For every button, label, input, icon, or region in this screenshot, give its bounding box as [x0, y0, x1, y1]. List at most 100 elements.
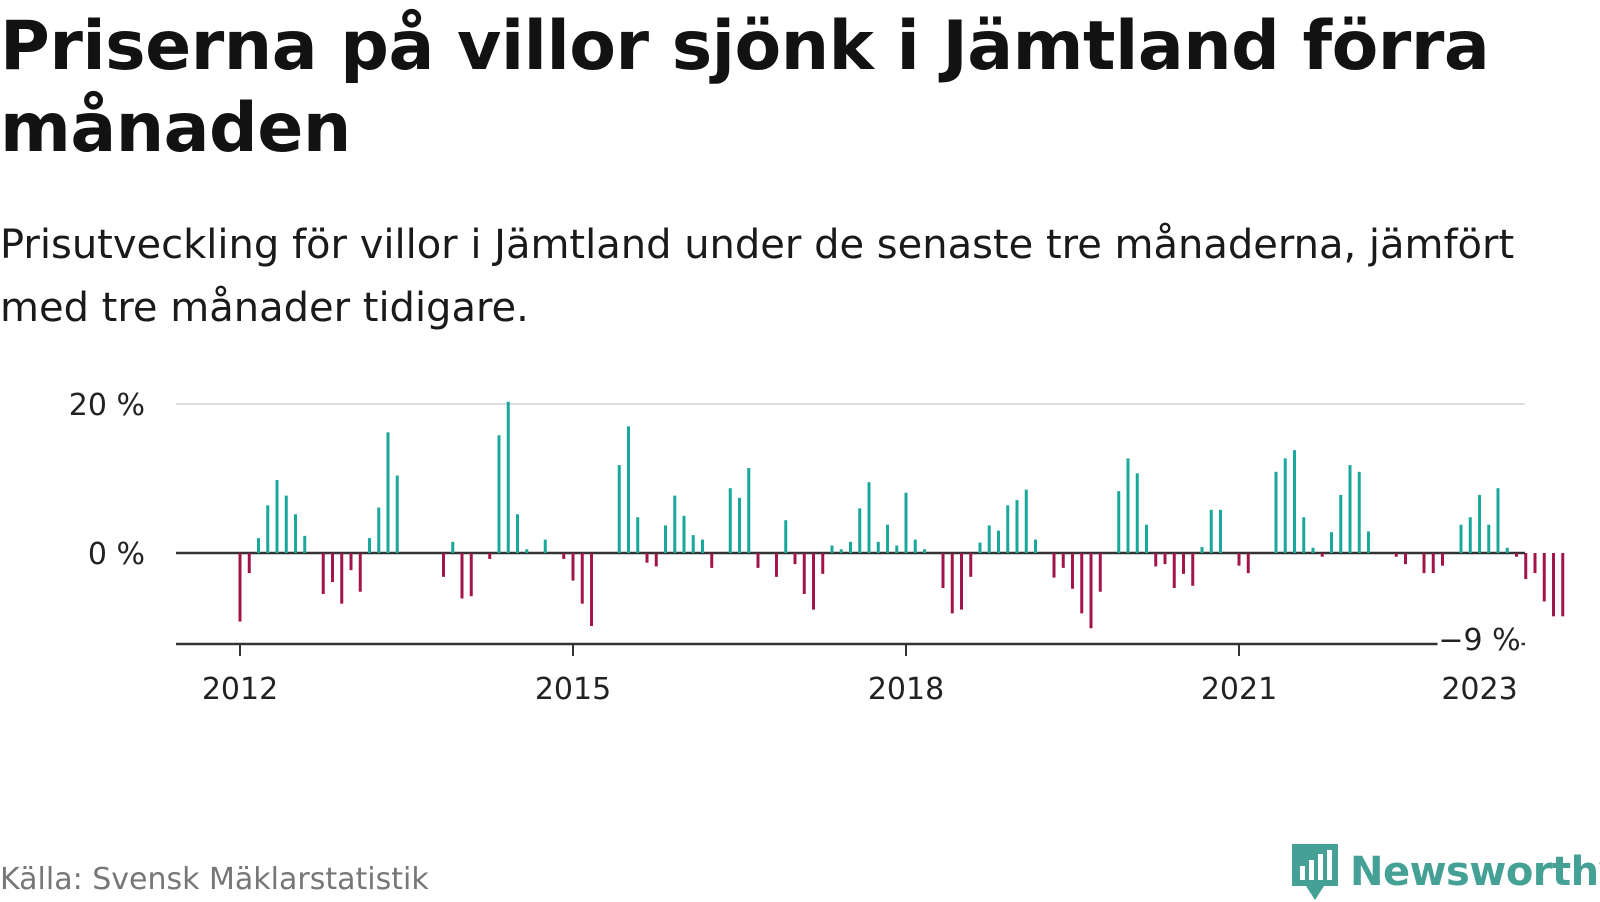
bar: [1145, 524, 1148, 553]
bar: [562, 553, 566, 559]
bar: [284, 495, 288, 553]
bar: [506, 401, 510, 553]
bar: [1089, 553, 1093, 629]
bar: [1533, 553, 1537, 574]
bar: [321, 553, 325, 594]
bar: [525, 549, 529, 553]
bar: [451, 541, 455, 553]
bar: [960, 553, 963, 610]
bar: [1052, 553, 1056, 578]
bar: [617, 465, 621, 553]
x-tick-label: 2021: [1201, 672, 1277, 707]
annotation-background: [1437, 624, 1522, 661]
bar: [1311, 547, 1315, 553]
bar: [969, 553, 973, 577]
bar: [1154, 553, 1158, 567]
bars: [238, 401, 1565, 629]
bar: [987, 525, 991, 553]
bar: [257, 538, 260, 553]
y-tick-label: 0 %: [88, 537, 145, 572]
bar-chart: 0 % 20 % 2012 2015 2018 2021 2023 −9 %: [69, 388, 1565, 707]
brand-name: Newsworthy: [1350, 849, 1600, 895]
x-tick-label: 2015: [535, 672, 611, 707]
newsworthy-logo-icon: [1292, 844, 1338, 900]
bar: [997, 530, 1000, 553]
bar: [1478, 494, 1481, 553]
bar: [1302, 517, 1306, 553]
bar: [1468, 517, 1472, 553]
bar: [386, 432, 390, 553]
bar: [266, 505, 270, 553]
bar: [830, 545, 834, 553]
bar: [1219, 509, 1222, 553]
bar: [941, 553, 945, 589]
bar: [580, 553, 584, 604]
bar: [738, 497, 741, 553]
bar: [358, 553, 362, 592]
bar: [497, 435, 501, 553]
bar: [1357, 471, 1361, 553]
bar: [1172, 553, 1176, 589]
bar: [710, 553, 714, 568]
bar: [849, 541, 852, 553]
bar: [377, 507, 381, 553]
bar: [543, 539, 547, 553]
bar: [1320, 553, 1324, 557]
bar: [1061, 553, 1065, 568]
bar: [340, 553, 344, 604]
bar: [1496, 488, 1500, 553]
bar: [1034, 539, 1037, 553]
bar: [858, 508, 862, 553]
bar: [1071, 553, 1074, 589]
bar: [636, 517, 640, 553]
bar: [331, 553, 334, 583]
bar: [886, 524, 889, 553]
bar: [756, 553, 760, 568]
bar: [775, 553, 778, 577]
bar: [1135, 473, 1139, 553]
bar: [1182, 553, 1185, 574]
bar: [784, 520, 788, 553]
bar: [682, 515, 686, 553]
bar: [1552, 553, 1555, 617]
bar: [571, 553, 575, 581]
bar: [1505, 547, 1509, 553]
bar: [442, 553, 445, 577]
bar: [645, 553, 649, 563]
y-tick-label: 20 %: [69, 388, 145, 423]
x-tick-label: 2018: [868, 672, 944, 707]
bar: [728, 488, 732, 553]
bar: [793, 553, 797, 565]
bar: [1422, 553, 1426, 574]
bar: [1330, 532, 1333, 553]
bar: [469, 553, 473, 597]
bar: [876, 541, 880, 553]
bar: [1163, 553, 1167, 565]
bar: [275, 479, 279, 553]
bar: [1293, 450, 1296, 553]
bar: [1024, 489, 1028, 553]
bar: [1283, 458, 1287, 553]
bar: [1515, 553, 1518, 557]
bar: [1246, 553, 1250, 574]
bar: [701, 539, 704, 553]
bar: [664, 525, 667, 553]
bar: [654, 553, 658, 567]
bar: [802, 553, 806, 594]
bar: [294, 514, 297, 553]
bar: [1200, 547, 1204, 553]
bar: [627, 426, 630, 553]
bar: [1274, 471, 1278, 553]
bar: [867, 482, 871, 553]
bar: [1431, 553, 1435, 574]
bar: [913, 539, 917, 553]
chart-subtitle: Prisutveckling för villor i Jämtland und…: [0, 222, 1515, 331]
bar: [821, 553, 825, 574]
bar: [1237, 553, 1241, 566]
bar: [247, 553, 251, 574]
bar: [1006, 505, 1010, 553]
bar: [978, 542, 982, 553]
bar: [395, 475, 399, 553]
bar: [238, 553, 242, 622]
bar: [1209, 509, 1213, 553]
